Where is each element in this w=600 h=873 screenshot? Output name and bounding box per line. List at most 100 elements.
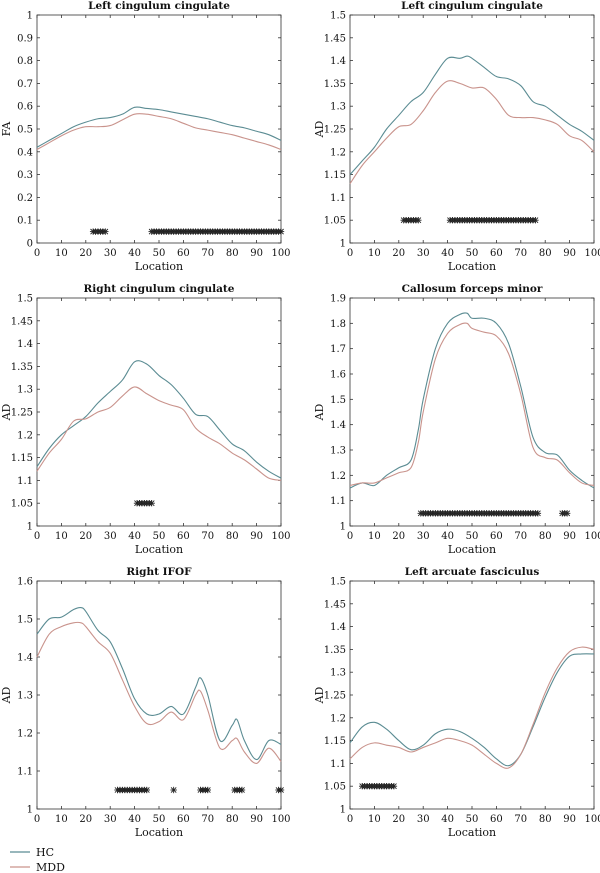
x-tick-label: 50	[466, 814, 479, 825]
significance-marker	[415, 217, 422, 224]
x-tick-label: 70	[514, 248, 527, 259]
significance-markers	[133, 500, 155, 507]
x-tick-label: 70	[514, 531, 527, 542]
y-tick-label: 1.4	[17, 653, 33, 664]
significance-marker	[143, 786, 150, 794]
y-tick-label: 1.25	[324, 125, 346, 136]
series-line-mdd	[349, 646, 595, 769]
y-tick-label: 1	[340, 239, 346, 250]
y-tick-label: 1.6	[330, 370, 346, 381]
x-tick-label: 70	[514, 814, 527, 825]
y-tick-label: 1	[340, 805, 346, 816]
x-tick-label: 60	[490, 531, 503, 542]
series-line-mdd	[36, 621, 282, 764]
y-tick-label: 1.4	[330, 56, 346, 67]
significance-marker	[277, 228, 285, 235]
y-tick-label: 1.45	[324, 599, 346, 610]
y-axis-label: AD	[313, 686, 326, 704]
x-tick-label: 100	[271, 531, 290, 542]
significance-marker	[532, 217, 539, 224]
significance-marker	[534, 510, 542, 517]
chart-title: Right cingulum cingulate	[84, 283, 235, 295]
y-tick-label: 1.1	[330, 759, 346, 770]
x-tick-label: 20	[392, 814, 405, 825]
x-tick-label: 60	[490, 814, 503, 825]
x-tick-label: 70	[201, 814, 214, 825]
x-tick-label: 100	[271, 814, 290, 825]
x-tick-label: 30	[104, 814, 117, 825]
x-tick-label: 50	[466, 248, 479, 259]
significance-markers	[114, 786, 285, 794]
y-axis-label: AD	[0, 686, 13, 704]
x-tick-label: 20	[79, 814, 92, 825]
y-tick-label: 0.9	[17, 33, 33, 44]
y-tick-label: 1.4	[330, 622, 346, 633]
y-tick-label: 1.4	[330, 420, 346, 431]
x-tick-label: 50	[153, 248, 166, 259]
chart-title: Left cingulum cingulate	[88, 0, 230, 12]
y-tick-label: 1.2	[330, 471, 346, 482]
y-tick-label: 1.2	[330, 713, 346, 724]
y-tick-label: 1.6	[17, 577, 33, 588]
y-tick-label: 1.15	[324, 170, 346, 181]
y-tick-label: 0.1	[17, 216, 33, 227]
series-line-hc	[36, 606, 282, 761]
x-tick-label: 40	[441, 531, 454, 542]
x-tick-label: 90	[563, 814, 576, 825]
y-tick-label: 1.15	[324, 736, 346, 747]
y-axis-label: AD	[0, 403, 13, 421]
x-tick-label: 40	[128, 248, 141, 259]
x-tick-label: 10	[368, 531, 381, 542]
y-tick-label: 1.5	[330, 11, 346, 22]
x-tick-label: 40	[441, 248, 454, 259]
chart-title: Right IFOF	[126, 566, 192, 578]
legend: HC MDD	[10, 846, 65, 873]
y-tick-label: 1.4	[17, 339, 33, 350]
y-tick-label: 1.2	[330, 147, 346, 158]
x-tick-label: 40	[128, 531, 141, 542]
series-line-hc	[36, 106, 282, 148]
significance-marker	[238, 786, 246, 794]
x-axis-label: Location	[448, 826, 496, 839]
significance-marker	[170, 786, 177, 794]
x-tick-label: 10	[368, 248, 381, 259]
y-tick-label: 1.1	[330, 193, 346, 204]
x-tick-label: 0	[34, 248, 40, 259]
series-line-mdd	[349, 322, 595, 487]
legend-label: MDD	[36, 861, 65, 873]
significance-markers	[400, 217, 539, 224]
y-tick-label: 1.05	[324, 216, 346, 227]
y-tick-label: 1.45	[324, 33, 346, 44]
chart-panel-4: Callosum forceps minor 0 10 20 30 40 50 60 70 80 9…	[313, 283, 600, 556]
y-tick-label: 1.8	[330, 319, 346, 330]
x-tick-label: 20	[392, 531, 405, 542]
x-tick-label: 20	[79, 248, 92, 259]
y-tick-label: 1.35	[324, 645, 346, 656]
significance-markers	[359, 783, 398, 790]
y-tick-label: 1.5	[330, 395, 346, 406]
chart-title: Callosum forceps minor	[402, 283, 543, 295]
x-tick-label: 0	[34, 814, 40, 825]
significance-marker	[563, 510, 571, 517]
x-tick-label: 80	[226, 248, 239, 259]
x-tick-label: 90	[250, 814, 263, 825]
x-tick-label: 90	[563, 248, 576, 259]
y-axis-label: FA	[0, 121, 13, 137]
significance-marker	[102, 228, 109, 235]
y-tick-label: 1	[27, 522, 33, 533]
y-tick-label: 0.2	[17, 193, 33, 204]
x-tick-label: 70	[201, 531, 214, 542]
y-tick-label: 1.15	[11, 453, 33, 464]
y-axis-label: AD	[313, 403, 326, 421]
y-tick-label: 0.8	[17, 56, 33, 67]
x-tick-label: 50	[153, 814, 166, 825]
significance-marker	[390, 783, 398, 790]
plot-frame	[36, 297, 282, 527]
y-tick-label: 1.3	[330, 668, 346, 679]
y-tick-label: 1.25	[11, 408, 33, 419]
plot-frame	[349, 297, 595, 527]
y-tick-label: 1	[27, 805, 33, 816]
y-tick-label: 0.7	[17, 79, 33, 90]
y-tick-label: 1.35	[11, 362, 33, 373]
